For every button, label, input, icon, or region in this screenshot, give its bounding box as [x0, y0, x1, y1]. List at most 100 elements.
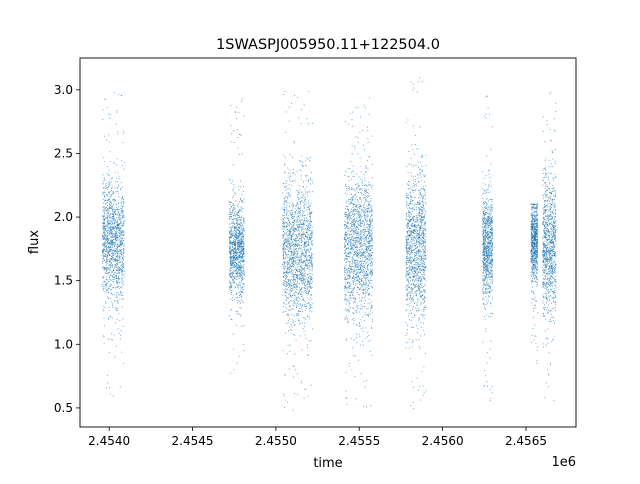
data-point — [230, 267, 232, 269]
data-point — [304, 388, 306, 390]
data-point — [112, 241, 114, 243]
data-point — [111, 271, 113, 273]
data-point — [102, 206, 104, 207]
data-point — [298, 117, 300, 119]
data-point — [234, 249, 236, 251]
data-point — [348, 180, 350, 181]
data-point — [294, 260, 296, 262]
data-point — [106, 217, 108, 219]
data-point — [284, 257, 286, 259]
data-point — [111, 244, 113, 246]
data-point — [287, 243, 289, 245]
data-point — [282, 209, 284, 211]
data-point — [123, 232, 125, 233]
data-point — [291, 226, 293, 228]
data-point — [352, 297, 354, 299]
data-point — [291, 261, 293, 263]
data-point — [116, 207, 117, 209]
data-point — [105, 227, 107, 229]
data-point — [232, 247, 234, 249]
data-point — [235, 231, 237, 233]
data-point — [108, 169, 110, 171]
data-point — [283, 272, 284, 274]
data-point — [239, 224, 240, 226]
data-point — [347, 216, 349, 218]
data-point — [236, 255, 237, 256]
data-point — [242, 234, 244, 236]
data-point — [235, 259, 237, 261]
data-point — [238, 223, 240, 225]
data-point — [306, 209, 308, 211]
data-point — [243, 270, 245, 271]
data-point — [310, 211, 312, 213]
data-point — [116, 245, 118, 247]
data-point — [290, 290, 292, 292]
data-point — [239, 282, 241, 283]
data-point — [309, 225, 311, 227]
data-point — [239, 219, 241, 221]
data-point — [292, 241, 294, 243]
data-point — [105, 264, 107, 266]
data-point — [106, 257, 108, 259]
data-point — [234, 237, 236, 239]
data-point — [364, 238, 366, 240]
data-point — [114, 228, 116, 230]
data-point — [296, 213, 298, 215]
data-point — [113, 294, 115, 296]
data-point — [109, 192, 111, 194]
data-point — [301, 274, 303, 276]
data-point — [239, 267, 241, 269]
data-point — [105, 245, 107, 247]
data-point — [305, 204, 307, 206]
data-point — [112, 306, 114, 308]
data-point — [308, 91, 310, 92]
data-point — [289, 175, 291, 177]
data-point — [116, 188, 118, 190]
data-point — [117, 302, 119, 304]
data-point — [299, 302, 301, 304]
data-point — [111, 194, 113, 196]
data-point — [359, 198, 361, 200]
data-point — [236, 262, 238, 264]
data-point — [115, 257, 116, 259]
data-point — [310, 282, 312, 284]
data-point — [298, 318, 300, 320]
data-point — [358, 210, 360, 212]
data-point — [348, 271, 350, 273]
data-point — [118, 282, 120, 284]
data-point — [365, 237, 367, 238]
data-point — [306, 284, 308, 286]
data-point — [345, 288, 347, 290]
data-point — [303, 220, 305, 222]
data-point — [106, 374, 108, 376]
data-point — [106, 268, 108, 270]
data-point — [234, 227, 236, 229]
data-point — [102, 250, 103, 251]
data-point — [349, 261, 351, 263]
data-point — [296, 280, 298, 282]
data-point — [368, 203, 370, 205]
data-point — [234, 208, 236, 210]
data-point — [306, 195, 308, 197]
data-point — [295, 246, 296, 248]
data-point — [239, 273, 241, 274]
data-point — [348, 292, 350, 293]
data-point — [367, 210, 368, 212]
data-point — [243, 267, 245, 269]
data-point — [284, 302, 286, 304]
data-point — [307, 262, 309, 264]
data-point — [300, 262, 302, 264]
data-point — [363, 233, 365, 235]
data-point — [301, 273, 303, 275]
data-point — [346, 397, 348, 399]
data-point — [303, 273, 305, 275]
data-point — [289, 213, 291, 215]
data-point — [120, 207, 122, 209]
data-point — [238, 287, 239, 289]
data-point — [238, 268, 240, 270]
data-point — [233, 251, 235, 253]
data-point — [289, 194, 291, 196]
data-point — [236, 106, 238, 108]
data-point — [311, 278, 313, 280]
data-point — [360, 373, 362, 374]
